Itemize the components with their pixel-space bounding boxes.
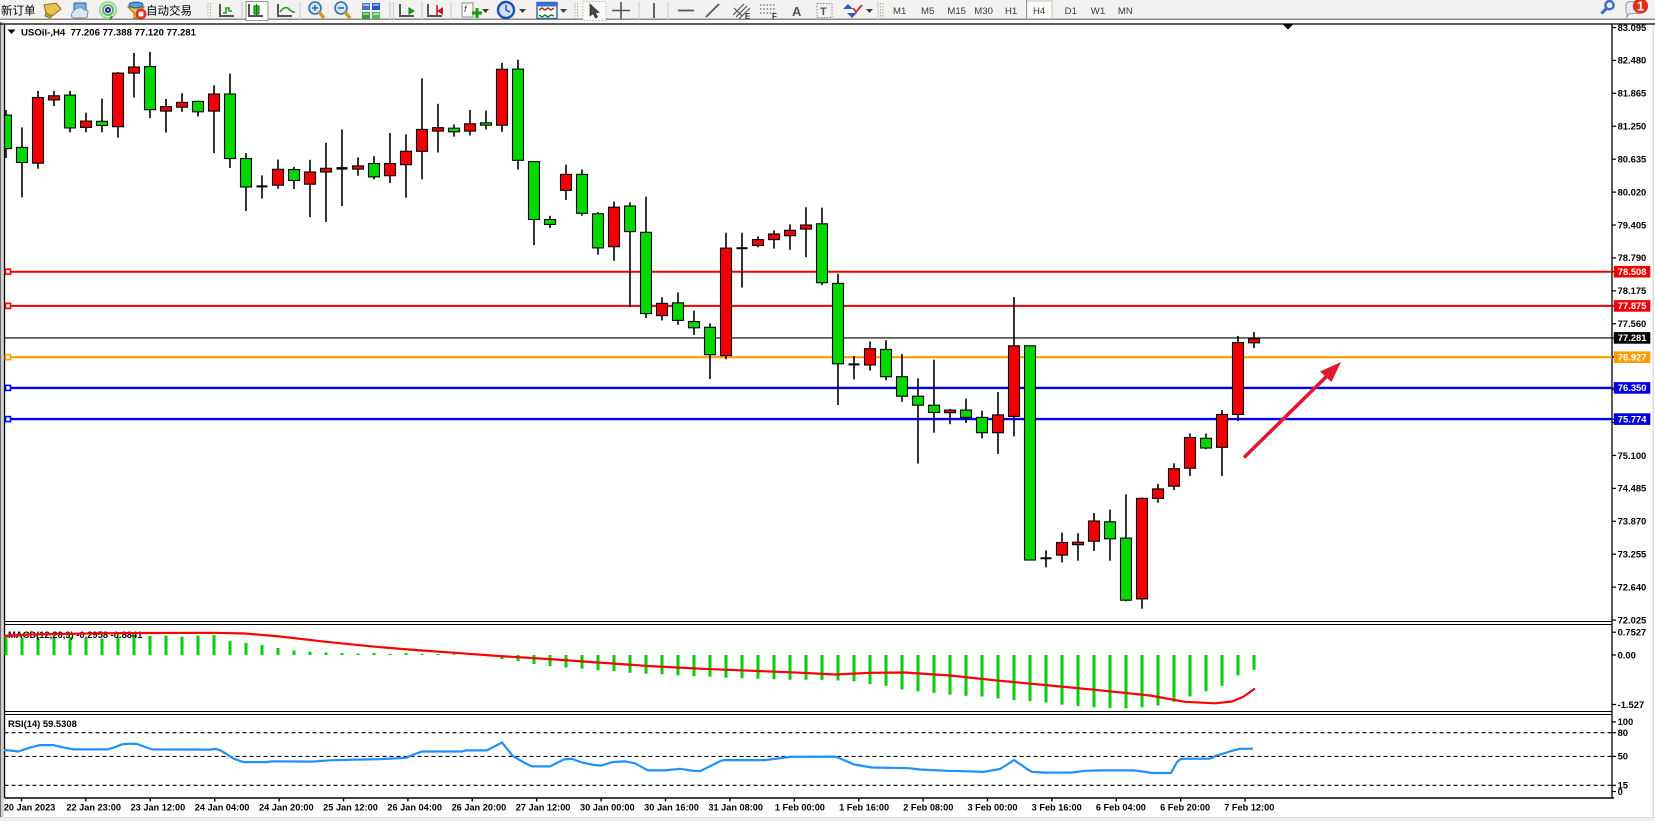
svg-text:83.095: 83.095 xyxy=(1618,22,1647,33)
svg-text:72.640: 72.640 xyxy=(1618,581,1647,592)
svg-text:75.774: 75.774 xyxy=(1618,413,1647,424)
svg-text:USOil-,H4 77.206 77.388 77.12: USOil-,H4 77.206 77.388 77.120 77.281 xyxy=(21,28,197,39)
svg-text:1 Feb 00:00: 1 Feb 00:00 xyxy=(775,803,825,813)
svg-text:80.020: 80.020 xyxy=(1618,186,1647,197)
svg-text:81.865: 81.865 xyxy=(1618,88,1647,99)
svg-text:0.7527: 0.7527 xyxy=(1618,627,1647,638)
svg-text:100: 100 xyxy=(1618,716,1634,727)
svg-text:82.480: 82.480 xyxy=(1618,55,1647,66)
svg-text:23 Jan 12:00: 23 Jan 12:00 xyxy=(131,803,186,813)
svg-text:76.350: 76.350 xyxy=(1618,382,1647,393)
svg-text:新订单: 新订单 xyxy=(1,4,36,18)
svg-text:72.025: 72.025 xyxy=(1618,614,1647,625)
svg-text:25 Jan 12:00: 25 Jan 12:00 xyxy=(323,803,378,813)
svg-text:77.560: 77.560 xyxy=(1618,318,1647,329)
svg-text:D1: D1 xyxy=(1065,6,1077,17)
svg-text:1 Feb 16:00: 1 Feb 16:00 xyxy=(839,803,889,813)
svg-text:22 Jan 23:00: 22 Jan 23:00 xyxy=(66,803,121,813)
svg-text:f: f xyxy=(464,4,468,14)
svg-text:M15: M15 xyxy=(947,6,966,17)
svg-text:2 Feb 08:00: 2 Feb 08:00 xyxy=(903,803,953,813)
svg-text:6 Feb 04:00: 6 Feb 04:00 xyxy=(1096,803,1146,813)
svg-text:H4: H4 xyxy=(1033,6,1046,17)
svg-text:26 Jan 04:00: 26 Jan 04:00 xyxy=(387,803,442,813)
svg-text:-1.527: -1.527 xyxy=(1618,699,1645,710)
svg-text:79.405: 79.405 xyxy=(1618,219,1647,230)
svg-text:30 Jan 16:00: 30 Jan 16:00 xyxy=(644,803,699,813)
svg-text:30 Jan 00:00: 30 Jan 00:00 xyxy=(580,803,635,813)
svg-text:77.875: 77.875 xyxy=(1618,300,1647,311)
svg-text:H1: H1 xyxy=(1005,6,1017,17)
svg-text:80: 80 xyxy=(1618,727,1628,738)
svg-text:F: F xyxy=(772,12,777,21)
svg-text:78.175: 78.175 xyxy=(1618,285,1647,296)
svg-text:80.635: 80.635 xyxy=(1618,153,1647,164)
svg-text:73.870: 73.870 xyxy=(1618,516,1647,527)
svg-text:76.927: 76.927 xyxy=(1618,352,1647,363)
svg-text:6 Feb 20:00: 6 Feb 20:00 xyxy=(1160,803,1210,813)
svg-text:31 Jan 08:00: 31 Jan 08:00 xyxy=(708,803,763,813)
svg-text:0: 0 xyxy=(1618,786,1623,797)
svg-text:M30: M30 xyxy=(974,6,993,17)
svg-text:20 Jan 2023: 20 Jan 2023 xyxy=(4,803,56,813)
svg-text:E: E xyxy=(745,12,751,21)
svg-text:77.281: 77.281 xyxy=(1618,332,1647,343)
svg-text:26 Jan 20:00: 26 Jan 20:00 xyxy=(452,803,507,813)
svg-text:78.508: 78.508 xyxy=(1618,266,1647,277)
svg-text:A: A xyxy=(792,4,802,19)
svg-text:自动交易: 自动交易 xyxy=(146,4,192,18)
svg-text:M5: M5 xyxy=(921,6,934,17)
svg-text:15: 15 xyxy=(1618,780,1628,791)
svg-text:81.250: 81.250 xyxy=(1618,121,1647,132)
svg-text:M1: M1 xyxy=(893,6,906,17)
svg-text:78.790: 78.790 xyxy=(1618,252,1647,263)
svg-text:MN: MN xyxy=(1118,6,1133,17)
svg-text:RSI(14) 59.5308: RSI(14) 59.5308 xyxy=(8,718,77,729)
svg-text:7 Feb 12:00: 7 Feb 12:00 xyxy=(1224,803,1274,813)
svg-text:1: 1 xyxy=(1637,0,1644,14)
svg-text:0.00: 0.00 xyxy=(1618,649,1636,660)
svg-text:50: 50 xyxy=(1618,751,1628,762)
svg-text:3 Feb 16:00: 3 Feb 16:00 xyxy=(1032,803,1082,813)
svg-text:T: T xyxy=(820,6,827,18)
svg-text:73.255: 73.255 xyxy=(1618,549,1647,560)
svg-text:3 Feb 00:00: 3 Feb 00:00 xyxy=(967,803,1017,813)
svg-text:74.485: 74.485 xyxy=(1618,483,1647,494)
svg-text:24 Jan 04:00: 24 Jan 04:00 xyxy=(195,803,250,813)
svg-text:75.100: 75.100 xyxy=(1618,450,1647,461)
svg-text:24 Jan 20:00: 24 Jan 20:00 xyxy=(259,803,314,813)
svg-text:27 Jan 12:00: 27 Jan 12:00 xyxy=(516,803,571,813)
svg-text:W1: W1 xyxy=(1091,6,1105,17)
